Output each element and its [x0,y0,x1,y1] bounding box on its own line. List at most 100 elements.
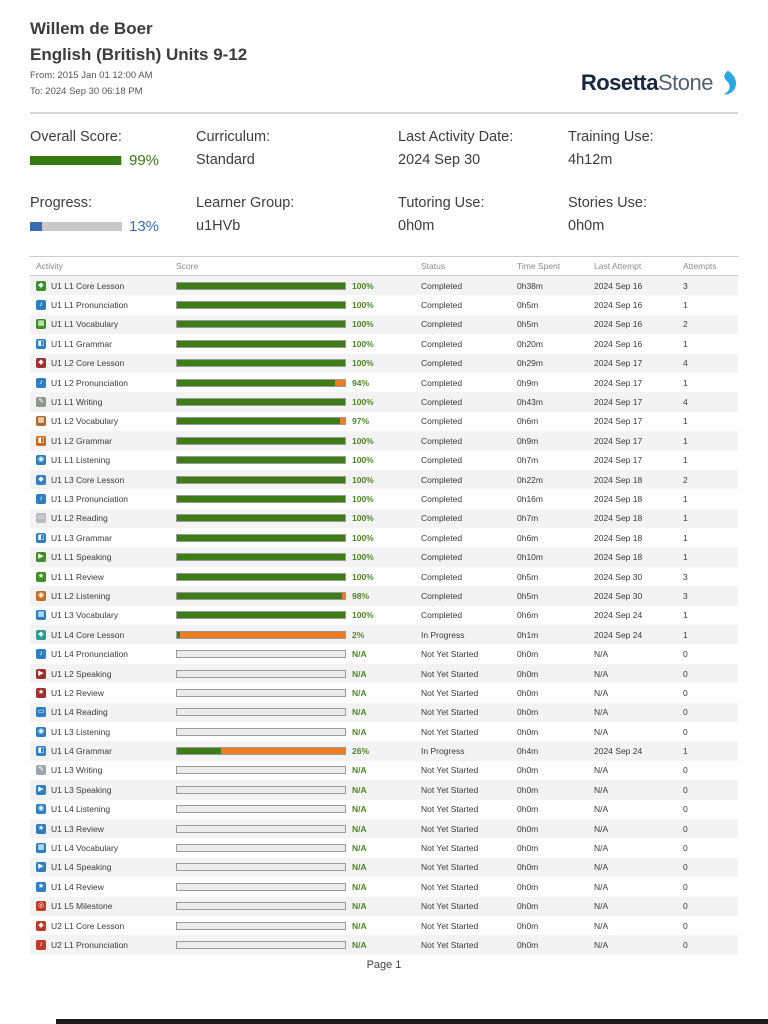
status-cell: Completed [421,474,463,485]
attempts-cell: 0 [683,881,688,892]
score-bar-correct [177,592,342,599]
table-row: ◧ U1 L3 Grammar 100% Completed 0h6m 2024 Sep … [30,528,738,547]
last-attempt-cell: N/A [594,843,609,854]
status-cell: Not Yet Started [421,649,479,660]
activity-label: U1 L2 Core Lesson [51,358,125,369]
score-label: N/A [352,668,367,679]
score-bar-correct [177,515,345,522]
score-bar [176,436,346,445]
score-bar-cell [170,378,346,387]
attempts-cell: 2 [683,319,688,330]
score-bar [176,785,346,794]
score-label: 100% [352,300,374,311]
summary-percent: 99% [129,152,160,169]
status-cell: Completed [421,513,463,524]
logo-text-rosetta: Rosetta [580,69,659,95]
activity-label: U1 L1 Vocabulary [51,319,119,330]
score-bar [176,378,346,387]
date-range-to: To: 2024 Sep 30 06:18 PM [30,86,143,97]
last-attempt-cell: 2024 Sep 16 [594,319,643,330]
speaking-icon: ▶ [36,784,46,795]
activity-label: U1 L2 Listening [51,590,111,601]
table-row: ◆ U1 L4 Core Lesson 2% In Progress 0h1m 2024 … [30,625,738,645]
attempts-cell: 4 [683,397,688,408]
summary-label: Last Activity Date: [398,129,514,145]
summary-value: 0h0m [398,218,435,234]
score-label: 100% [352,358,374,369]
review-icon: ★ [36,823,46,834]
score-bar-correct [177,573,345,580]
milestone-icon: ◎ [36,901,46,912]
activity-cell: ▭ U1 L4 Reading [30,707,170,718]
summary-percent: 13% [129,218,160,235]
last-attempt-cell: 2024 Sep 24 [594,610,643,621]
summary-value: 13% [30,217,196,236]
score-label: 100% [352,571,374,582]
summary-label: Learner Group: [196,195,295,211]
last-attempt-cell: 2024 Sep 17 [594,455,643,466]
time-spent-cell: 0h7m [517,513,539,524]
activity-label: U1 L4 Grammar [51,746,112,757]
vocabulary-icon: ▦ [36,319,46,330]
attempts-cell: 0 [683,843,688,854]
last-attempt-cell: N/A [594,862,609,873]
time-spent-cell: 0h6m [517,610,539,621]
time-spent-cell: 0h38m [517,280,543,291]
activity-cell: ▶ U1 L3 Speaking [30,784,170,795]
activity-cell: ◆ U1 L3 Core Lesson [30,474,170,485]
score-label: 100% [352,338,374,349]
summary-label: Progress: [30,195,93,211]
score-bar [176,844,346,853]
last-attempt-cell: 2024 Sep 18 [594,513,643,524]
last-attempt-cell: 2024 Sep 18 [594,532,643,543]
listening-icon: ◉ [36,590,46,601]
score-bar-correct [177,379,335,386]
score-bar-cell [170,475,346,484]
summary-last-activity-date: Last Activity Date: 2024 Sep 30 [398,128,568,170]
vocabulary-icon: ▦ [36,610,46,621]
activity-cell: ▦ U1 L1 Vocabulary [30,319,170,330]
score-bar [176,572,346,581]
summary-learner-group: Learner Group: u1HVb [196,194,398,236]
attempts-cell: 0 [683,901,688,912]
attempts-cell: 1 [683,416,688,427]
score-bar [176,611,346,620]
table-row: ▦ U1 L1 Vocabulary 100% Completed 0h5m 2024 S… [30,314,738,335]
score-bar [176,630,346,639]
activity-cell: ♪ U1 L4 Pronunciation [30,649,170,660]
score-bar [176,339,346,348]
attempts-cell: 1 [683,338,688,349]
table-row: ▦ U1 L4 Vocabulary N/A Not Yet Started 0h0m N… [30,838,738,857]
time-spent-cell: 0h29m [517,358,543,369]
time-spent-cell: 0h0m [517,784,539,795]
score-bar [176,940,346,949]
table-row: ◉ U1 L1 Listening 100% Completed 0h7m 2024 Se… [30,451,738,470]
score-bar-correct [177,302,345,309]
status-cell: Completed [421,610,463,621]
summary-label: Overall Score: [30,129,122,145]
score-bar-correct [177,612,345,619]
summary-label: Curriculum: [196,129,271,145]
score-bar-correct [177,631,181,638]
score-label: N/A [352,707,367,718]
activity-cell: ★ U1 L2 Review [30,687,170,698]
last-attempt-cell: N/A [594,668,609,679]
score-bar [176,456,346,465]
score-bar [176,708,346,717]
score-bar-cell [170,669,346,678]
score-label: 26% [352,746,370,757]
score-bar-correct [177,495,345,502]
grammar-icon: ◧ [36,435,46,446]
score-bar [176,475,346,484]
activity-label: U1 L1 Speaking [51,552,112,563]
column-header: Status [421,261,446,271]
summary-label: Training Use: [568,129,654,145]
core-lesson-icon: ◆ [36,474,46,485]
activity-label: U1 L4 Review [51,881,104,892]
table-row: ★ U1 L1 Review 100% Completed 0h5m 2024 Sep 3… [30,567,738,586]
time-spent-cell: 0h4m [517,746,539,757]
score-bar-cell [170,456,346,465]
attempts-cell: 1 [683,629,688,640]
activity-label: U1 L5 Milestone [51,901,113,912]
score-bar-cell [170,320,346,329]
